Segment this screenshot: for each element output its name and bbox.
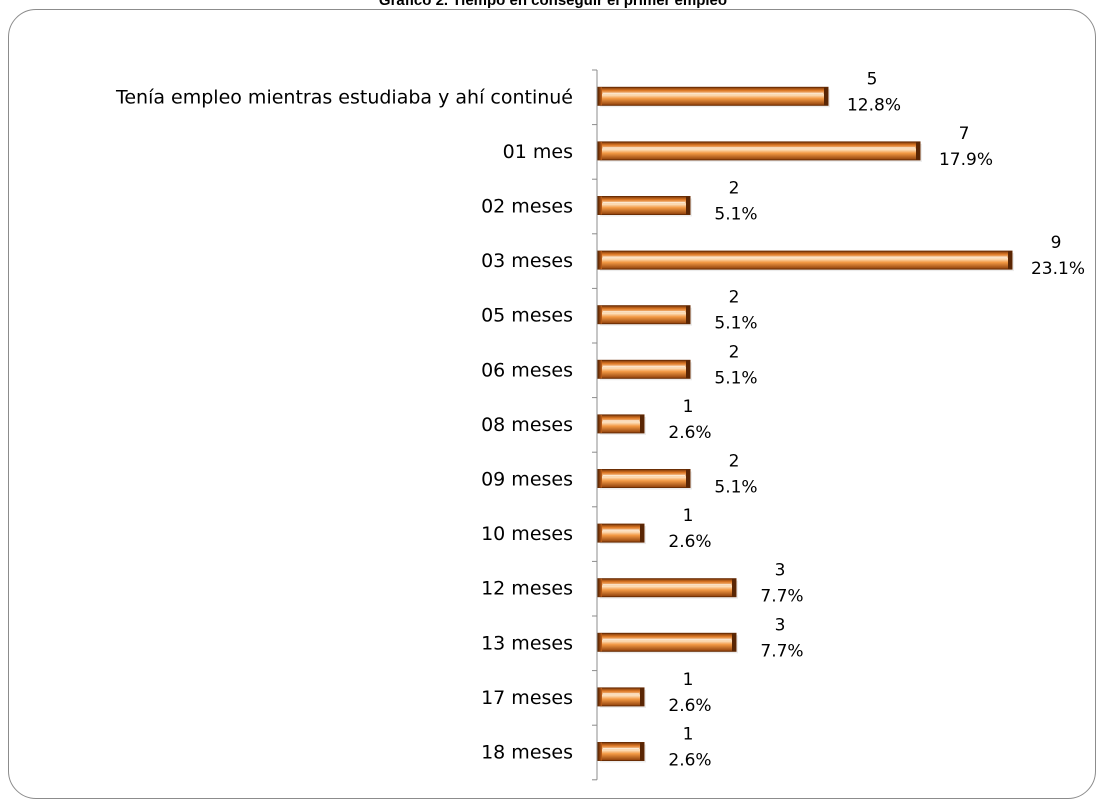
bar-cap-left [598,414,602,433]
bar [597,578,738,599]
category-label: 08 meses [481,414,573,436]
bar-cap-right [640,687,644,706]
bar-cap-left [598,141,602,160]
bar-cap-left [598,469,602,488]
category-label: 01 mes [503,141,573,163]
bar-body [597,196,691,215]
category-label: 06 meses [481,359,573,381]
category-label: 10 meses [481,523,573,545]
value-label: 5 [867,69,878,89]
bar-cap-left [598,305,602,324]
bar-body [597,86,829,106]
percent-label: 7.7% [760,587,803,607]
bar-cap-right [732,633,736,652]
value-label: 1 [683,725,694,745]
bar-cap-left [598,687,602,706]
bars [597,86,1014,763]
bar [597,141,922,162]
category-label: 13 meses [481,632,573,654]
bar-body [597,578,737,598]
category-label: 18 meses [481,742,573,764]
value-label: 1 [683,506,694,526]
bar-body [597,742,645,761]
bar-cap-left [598,742,602,761]
bar-body [597,523,645,543]
percent-label: 7.7% [760,641,803,661]
bar-cap-left [598,196,602,215]
percent-label: 5.1% [714,314,757,334]
category-label: 03 meses [481,250,573,272]
bar-body [597,359,691,379]
bar [597,196,692,217]
value-label: 2 [729,452,740,472]
chart-title: Gráfico 2. Tiempo en conseguir el primer… [378,0,728,9]
percent-label: 2.6% [668,423,711,443]
bar-cap-right [824,87,828,106]
bar-cap-right [640,742,644,761]
category-label: Tenía empleo mientras estudiaba y ahí co… [115,86,573,108]
bar [597,414,646,435]
value-label: 9 [1051,233,1062,253]
value-label: 2 [729,179,740,199]
bar [597,469,692,490]
percent-label: 5.1% [714,205,757,225]
bar-cap-left [598,360,602,379]
percent-label: 23.1% [1031,259,1085,279]
percent-label: 5.1% [714,478,757,498]
bar [597,305,692,326]
category-label: 02 meses [481,196,573,218]
bar-cap-right [732,578,736,597]
bar-cap-right [1008,251,1012,270]
bar-body [597,305,691,325]
category-label: 05 meses [481,305,573,327]
value-label: 3 [775,561,786,581]
labels: 5 12.8% 7 17.9% 2 5.1% 9 23.1% 2 5.1% 2 5.1% 1 2.6% 2 5… [668,69,1085,770]
bar-body [597,141,921,161]
percent-label: 17.9% [939,150,993,170]
bar [597,250,1014,272]
value-label: 3 [775,615,786,635]
bar [597,359,692,381]
bar-cap-right [916,141,920,160]
percent-label: 2.6% [668,696,711,716]
value-label: 1 [683,670,694,690]
bar-cap-right [686,360,690,379]
bar [597,687,646,708]
bar-cap-left [598,251,602,270]
value-label: 2 [729,288,740,308]
bar-body [597,687,645,707]
percent-label: 2.6% [668,751,711,771]
bar-cap-left [598,87,602,106]
bar-body [597,632,737,652]
category-axis: Tenía empleo mientras estudiaba y ahí co… [115,69,598,781]
bar-body [597,414,645,434]
percent-label: 5.1% [714,368,757,388]
bar [597,742,646,763]
bar [597,86,830,108]
bar [597,632,738,654]
bar-cap-left [598,578,602,597]
bar-body [597,250,1013,270]
category-label: 09 meses [481,469,573,491]
bar-cap-right [640,524,644,543]
bar-body [597,469,691,488]
bar-cap-right [686,305,690,324]
bar-cap-left [598,633,602,652]
chart-frame [8,9,1096,799]
bar-cap-right [686,196,690,215]
value-label: 7 [959,124,970,144]
value-label: 1 [683,397,694,417]
bar [597,523,646,545]
value-label: 2 [729,342,740,362]
percent-label: 12.8% [847,95,901,115]
bar-cap-right [686,469,690,488]
category-label: 12 meses [481,578,573,600]
category-label: 17 meses [481,687,573,709]
bar-cap-right [640,414,644,433]
percent-label: 2.6% [668,532,711,552]
bar-cap-left [598,524,602,543]
